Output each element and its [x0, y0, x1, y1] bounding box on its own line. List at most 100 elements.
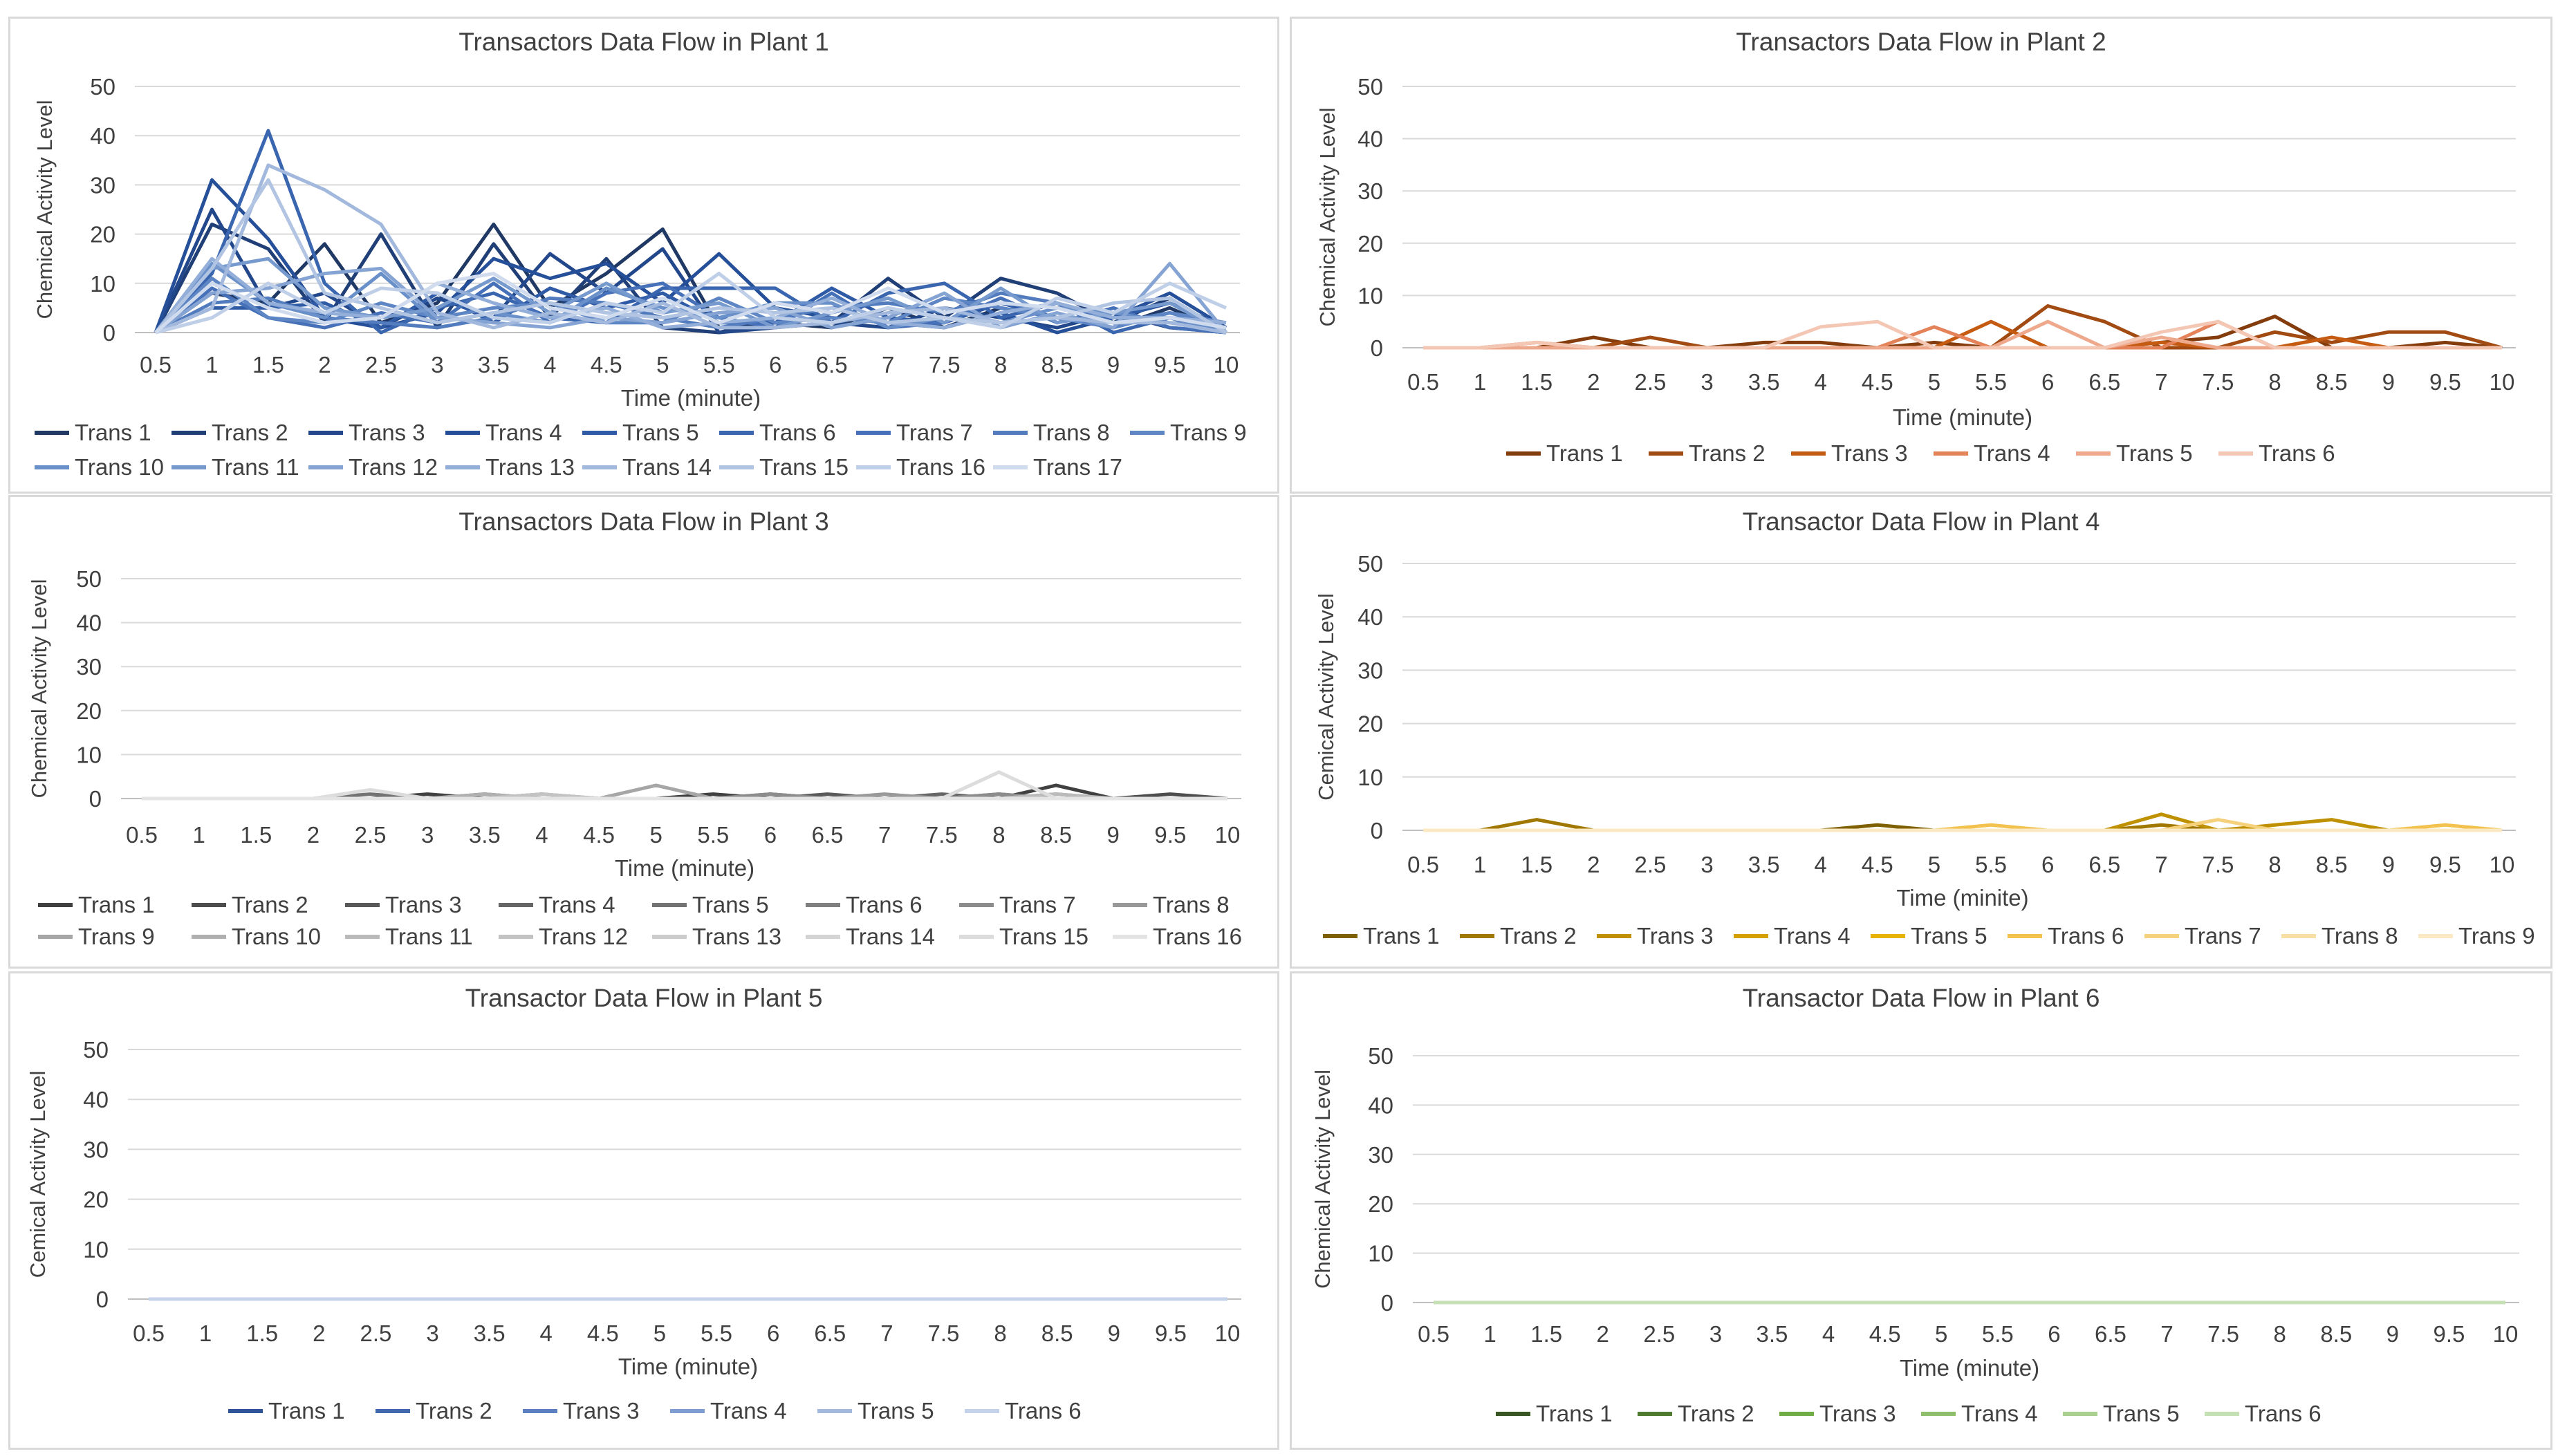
x-tick-label: 9.5 [2433, 1321, 2465, 1347]
legend-label: Trans 12 [349, 454, 438, 480]
x-tick-label: 5.5 [1982, 1321, 2014, 1347]
legend-label: Trans 1 [268, 1398, 345, 1424]
legend-item: Trans 5 [582, 420, 699, 445]
legend-item: Trans 1 [38, 892, 155, 917]
x-tick-label: 7.5 [926, 822, 958, 848]
legend-label: Trans 17 [1033, 454, 1122, 480]
x-tick-label: 2.5 [360, 1320, 391, 1346]
x-tick-label: 5 [650, 822, 662, 848]
x-tick-label: 9 [2382, 369, 2395, 395]
x-tick-label: 2 [1587, 369, 1600, 395]
x-tick-label: 8.5 [2316, 369, 2348, 395]
y-tick-label: 10 [83, 1237, 109, 1262]
y-tick-label: 50 [1368, 1043, 1393, 1069]
legend-item: Trans 12 [308, 454, 438, 480]
legend-item: Trans 1 [35, 420, 151, 445]
x-tick-label: 9.5 [2429, 852, 2461, 877]
x-tick-label: 6.5 [2088, 369, 2120, 395]
legend-label: Trans 8 [2321, 923, 2398, 949]
legend-label: Trans 8 [1153, 892, 1230, 917]
legend-item: Trans 7 [2144, 923, 2261, 949]
x-tick-label: 3.5 [474, 1320, 506, 1346]
x-tick-label: 7.5 [929, 352, 961, 377]
legend-label: Trans 2 [1689, 440, 1765, 466]
legend-label: Trans 4 [539, 892, 615, 917]
x-tick-label: 4.5 [1862, 369, 1893, 395]
x-tick-label: 7 [880, 1320, 893, 1346]
chart-title: Transactor Data Flow in Plant 4 [1743, 507, 2100, 536]
y-tick-label: 50 [76, 566, 102, 592]
y-tick-label: 20 [90, 222, 115, 248]
y-tick-label: 10 [76, 742, 102, 767]
x-tick-label: 3.5 [469, 822, 501, 848]
legend-item: Trans 10 [35, 454, 164, 480]
legend-item: Trans 12 [499, 924, 628, 949]
x-tick-label: 5.5 [697, 822, 729, 848]
y-tick-label: 30 [76, 654, 102, 680]
y-tick-label: 50 [90, 74, 115, 100]
x-tick-label: 10 [2493, 1321, 2519, 1347]
x-tick-label: 1 [1483, 1321, 1496, 1347]
legend-label: Trans 1 [75, 420, 151, 445]
x-tick-label: 2 [307, 822, 319, 848]
legend-item: Trans 3 [1597, 923, 1714, 949]
x-tick-label: 10 [1214, 352, 1239, 377]
legend-label: Trans 10 [75, 454, 164, 480]
x-tick-label: 8 [994, 1320, 1006, 1346]
x-tick-label: 2 [318, 352, 331, 377]
legend-item: Trans 8 [1113, 892, 1230, 917]
chart-panel-plant-4: Transactor Data Flow in Plant 4 0 10 20 30 40… [1290, 495, 2552, 969]
legend-label: Trans 13 [485, 454, 575, 480]
legend-label: Trans 3 [1819, 1401, 1896, 1426]
x-tick-label: 8 [2274, 1321, 2286, 1347]
x-tick-label: 1 [1474, 369, 1486, 395]
x-tick-label: 8.5 [1040, 822, 1072, 848]
x-axis-title: Time (minute) [1900, 1355, 2039, 1381]
legend-item: Trans 2 [1649, 440, 1765, 466]
chart-svg: Transactors Data Flow in Plant 2 0 10 20 30 4… [1315, 28, 2516, 466]
legend-label: Trans 16 [1153, 924, 1242, 949]
x-tick-label: 5.5 [703, 352, 735, 377]
y-tick-label: 30 [83, 1137, 109, 1162]
x-axis-title: Time (minite) [1896, 885, 2028, 911]
x-tick-label: 7.5 [2203, 852, 2234, 877]
x-tick-label: 7 [878, 822, 891, 848]
legend-label: Trans 4 [1961, 1401, 2038, 1426]
y-tick-label: 30 [1357, 657, 1383, 683]
x-tick-label: 5.5 [1975, 852, 2007, 877]
legend-item: Trans 6 [2205, 1401, 2321, 1426]
x-tick-label: 8.5 [1041, 1320, 1073, 1346]
x-tick-label: 6.5 [814, 1320, 846, 1346]
y-tick-label: 30 [1368, 1142, 1393, 1168]
legend-item: Trans 14 [582, 454, 712, 480]
chart-panel-plant-6: Transactor Data Flow in Plant 6 0 10 20 30 40… [1290, 971, 2552, 1450]
x-axis-title: Time (minute) [618, 1354, 758, 1379]
legend-label: Trans 5 [1911, 923, 1987, 949]
x-tick-label: 8 [992, 822, 1005, 848]
legend-label: Trans 11 [385, 924, 473, 949]
legend-item: Trans 6 [2218, 440, 2335, 466]
x-tick-label: 10 [2490, 852, 2515, 877]
x-tick-label: 2.5 [355, 822, 387, 848]
x-tick-label: 6.5 [816, 352, 848, 377]
legend-item: Trans 2 [1460, 923, 1577, 949]
chart-svg: Transactors Data Flow in Plant 1 0 10 20 30 4… [33, 28, 1247, 480]
x-tick-label: 1.5 [1530, 1321, 1562, 1347]
legend-label: Trans 1 [1546, 440, 1623, 466]
legend-label: Trans 2 [212, 420, 288, 445]
y-axis-title: Cemical Activity Level [26, 1071, 50, 1278]
x-tick-label: 4.5 [1869, 1321, 1901, 1347]
y-tick-label: 20 [1368, 1191, 1393, 1217]
y-tick-label: 0 [1381, 1290, 1393, 1316]
y-tick-label: 10 [1357, 283, 1383, 308]
y-tick-label: 0 [89, 786, 102, 812]
y-tick-label: 50 [83, 1037, 109, 1063]
x-tick-label: 5 [654, 1320, 666, 1346]
y-tick-label: 20 [76, 698, 102, 724]
legend-label: Trans 1 [1363, 923, 1440, 949]
legend-item: Trans 6 [2008, 923, 2124, 949]
x-tick-label: 7 [882, 352, 894, 377]
x-tick-label: 1.5 [252, 352, 284, 377]
x-tick-label: 10 [2490, 369, 2515, 395]
x-tick-label: 3 [426, 1320, 438, 1346]
